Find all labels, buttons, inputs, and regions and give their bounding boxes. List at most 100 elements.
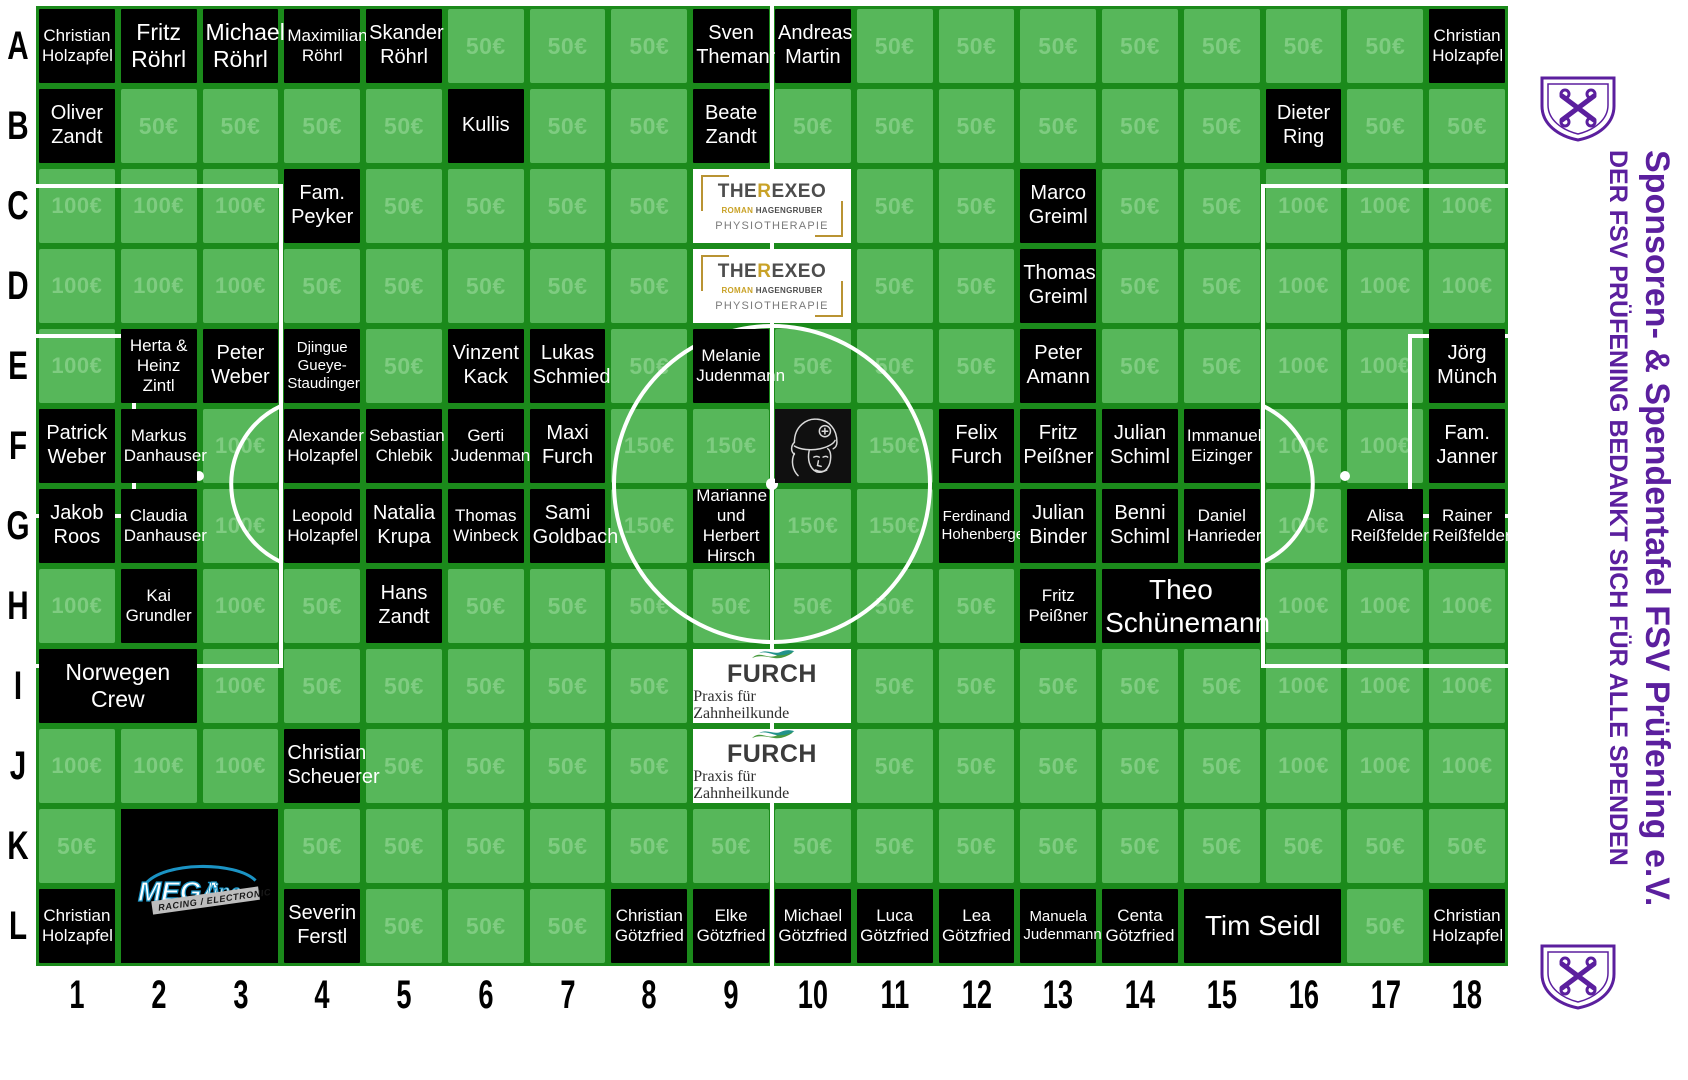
sponsor-tile[interactable]: Christian Holzapfel [1429, 889, 1505, 963]
pitch-cell-J11[interactable]: 50€ [856, 729, 933, 803]
pitch-cell-J12[interactable]: 50€ [938, 729, 1015, 803]
pitch-cell-D16[interactable]: 100€ [1265, 249, 1342, 323]
sponsor-tile[interactable]: Sven Themann [693, 9, 781, 83]
sponsor-tile[interactable]: Fam. Janner [1429, 409, 1505, 483]
pitch-cell-A8[interactable]: 50€ [611, 9, 688, 83]
sponsor-tile[interactable]: Kullis [447, 89, 524, 163]
pitch-cell-H10[interactable]: 50€ [775, 569, 851, 643]
logo-tile-therexeo[interactable]: THEREXEO ROMAN HAGENGRUBER PHYSIOTHERAPIE [693, 169, 851, 243]
pitch-cell-D15[interactable]: 50€ [1183, 249, 1260, 323]
sponsor-tile[interactable]: Sami Goldbach [529, 489, 618, 563]
pitch-cell-B3[interactable]: 50€ [202, 89, 279, 163]
pitch-cell-C18[interactable]: 100€ [1429, 169, 1505, 243]
pitch-cell-B15[interactable]: 50€ [1183, 89, 1260, 163]
pitch-cell-I11[interactable]: 50€ [856, 649, 933, 723]
pitch-cell-G10[interactable]: 150€ [775, 489, 851, 563]
pitch-cell-C1[interactable]: 100€ [39, 169, 115, 243]
sponsor-tile[interactable]: Rainer Reißfelder [1429, 489, 1511, 563]
pitch-cell-K18[interactable]: 50€ [1429, 809, 1505, 883]
pitch-cell-I15[interactable]: 50€ [1183, 649, 1260, 723]
pitch-cell-C14[interactable]: 50€ [1102, 169, 1178, 243]
pitch-cell-D12[interactable]: 50€ [938, 249, 1015, 323]
logo-tile-therexeo[interactable]: THEREXEO ROMAN HAGENGRUBER PHYSIOTHERAPIE [693, 249, 851, 323]
pitch-cell-H12[interactable]: 50€ [938, 569, 1015, 643]
pitch-cell-C7[interactable]: 50€ [529, 169, 606, 243]
sponsor-tile[interactable]: Dieter Ring [1265, 89, 1342, 163]
sponsor-tile[interactable]: Patrick Weber [39, 409, 115, 483]
sponsor-tile[interactable]: Julian Binder [1020, 489, 1097, 563]
sponsor-tile[interactable]: Claudia Danhauser [120, 489, 207, 563]
pitch-cell-J18[interactable]: 100€ [1429, 729, 1505, 803]
pitch-cell-B10[interactable]: 50€ [775, 89, 851, 163]
pitch-cell-I18[interactable]: 100€ [1429, 649, 1505, 723]
pitch-cell-B18[interactable]: 50€ [1429, 89, 1505, 163]
pitch-cell-K4[interactable]: 50€ [284, 809, 361, 883]
sponsor-tile[interactable]: Thomas Greiml [1020, 249, 1097, 323]
pitch-cell-F9[interactable]: 150€ [693, 409, 769, 483]
sponsor-tile[interactable]: Oliver Zandt [39, 89, 115, 163]
pitch-cell-E1[interactable]: 100€ [39, 329, 115, 403]
sponsor-tile[interactable]: Vinzent Kack [447, 329, 524, 403]
pitch-cell-I4[interactable]: 50€ [284, 649, 361, 723]
pitch-cell-C6[interactable]: 50€ [447, 169, 524, 243]
sponsor-tile[interactable]: Fam. Peyker [284, 169, 361, 243]
sponsor-tile[interactable]: Fritz Peißner [1020, 409, 1097, 483]
pitch-cell-K9[interactable]: 50€ [693, 809, 769, 883]
pitch-cell-E12[interactable]: 50€ [938, 329, 1015, 403]
pitch-cell-D11[interactable]: 50€ [856, 249, 933, 323]
sponsor-tile[interactable]: Thomas Winbeck [447, 489, 524, 563]
pitch-cell-E15[interactable]: 50€ [1183, 329, 1260, 403]
sponsor-tile[interactable]: Luca Götzfried [856, 889, 933, 963]
pitch-cell-A6[interactable]: 50€ [447, 9, 524, 83]
pitch-cell-D18[interactable]: 100€ [1429, 249, 1505, 323]
pitch-cell-J3[interactable]: 100€ [202, 729, 279, 803]
pitch-cell-F11[interactable]: 150€ [856, 409, 933, 483]
pitch-cell-K10[interactable]: 50€ [775, 809, 851, 883]
pitch-cell-K5[interactable]: 50€ [366, 809, 442, 883]
sponsor-tile[interactable]: Skander Röhrl [366, 9, 444, 83]
pitch-cell-K13[interactable]: 50€ [1020, 809, 1097, 883]
sponsor-tile[interactable]: Melanie Judenmann [693, 329, 785, 403]
sponsor-tile[interactable]: Christian Holzapfel [39, 9, 115, 83]
sponsor-tile[interactable]: Michael Röhrl [202, 9, 285, 83]
sponsor-tile[interactable]: Beate Zandt [693, 89, 769, 163]
pitch-cell-A16[interactable]: 50€ [1265, 9, 1342, 83]
pitch-cell-E14[interactable]: 50€ [1102, 329, 1178, 403]
pitch-cell-D1[interactable]: 100€ [39, 249, 115, 323]
pitch-cell-K16[interactable]: 50€ [1265, 809, 1342, 883]
pitch-cell-J2[interactable]: 100€ [120, 729, 197, 803]
pitch-cell-H18[interactable]: 100€ [1429, 569, 1505, 643]
sponsor-tile[interactable]: Leopold Holzapfel [284, 489, 361, 563]
sponsor-tile[interactable]: Norwegen Crew [39, 649, 197, 723]
sponsor-tile[interactable]: Michael Götzfried [775, 889, 851, 963]
sponsor-tile[interactable]: Severin Ferstl [284, 889, 361, 963]
pitch-cell-J15[interactable]: 50€ [1183, 729, 1260, 803]
sponsor-tile[interactable]: Markus Danhauser [120, 409, 207, 483]
pitch-cell-L7[interactable]: 50€ [529, 889, 606, 963]
sponsor-tile[interactable]: Maxi Furch [529, 409, 606, 483]
pitch-cell-D7[interactable]: 50€ [529, 249, 606, 323]
sponsor-tile[interactable]: Gerti Judenmann [447, 409, 540, 483]
sponsor-tile[interactable]: Djingue Gueye-Staudinger [284, 329, 361, 403]
sponsor-tile[interactable]: Daniel Hanrieder [1183, 489, 1262, 563]
sponsor-tile[interactable]: Herta & Heinz Zintl [120, 329, 197, 403]
sponsor-tile[interactable]: Manuela Judenmann [1020, 889, 1102, 963]
pitch-cell-I12[interactable]: 50€ [938, 649, 1015, 723]
pitch-cell-B14[interactable]: 50€ [1102, 89, 1178, 163]
pitch-cell-C5[interactable]: 50€ [366, 169, 442, 243]
pitch-cell-I16[interactable]: 100€ [1265, 649, 1342, 723]
pitch-cell-E10[interactable]: 50€ [775, 329, 851, 403]
pitch-cell-F17[interactable]: 100€ [1347, 409, 1424, 483]
pitch-cell-E17[interactable]: 100€ [1347, 329, 1424, 403]
pitch-cell-D5[interactable]: 50€ [366, 249, 442, 323]
pitch-cell-I8[interactable]: 50€ [611, 649, 688, 723]
sponsor-tile[interactable]: Peter Amann [1020, 329, 1097, 403]
sponsor-tile[interactable]: Lukas Schmied [529, 329, 610, 403]
pitch-cell-C11[interactable]: 50€ [856, 169, 933, 243]
sponsor-tile[interactable]: Alexander Holzapfel [284, 409, 364, 483]
pitch-cell-G8[interactable]: 150€ [611, 489, 688, 563]
sponsor-tile[interactable]: Hans Zandt [366, 569, 442, 643]
pitch-cell-J17[interactable]: 100€ [1347, 729, 1424, 803]
sponsor-tile[interactable]: Ferdinand Hohenberger [938, 489, 1029, 563]
sponsor-tile[interactable]: Immanuel Eizinger [1183, 409, 1262, 483]
